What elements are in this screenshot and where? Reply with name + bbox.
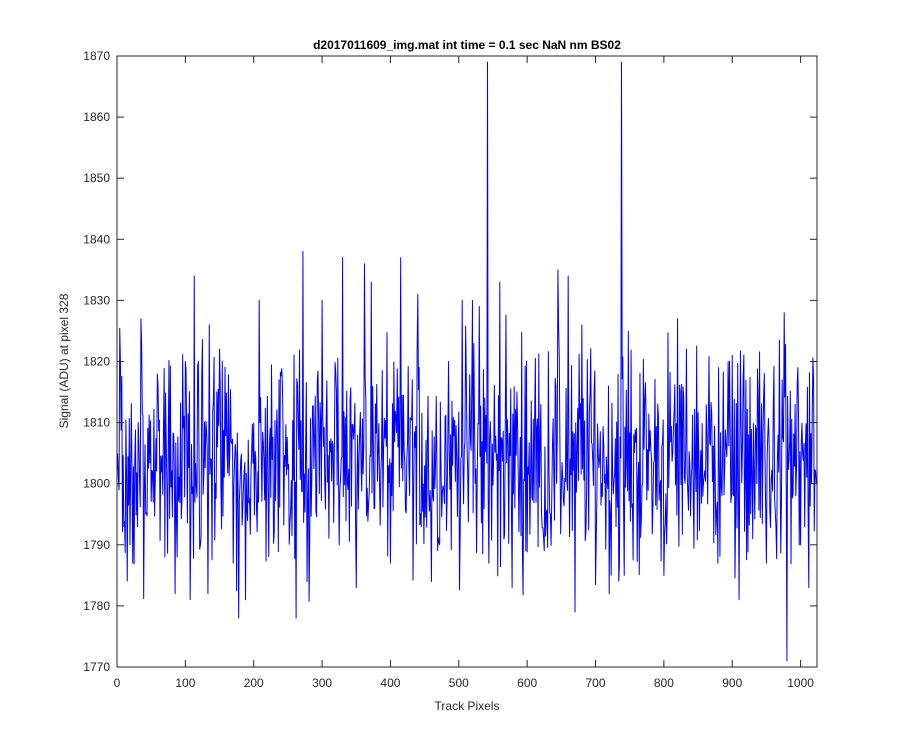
y-tick-label: 1790: [83, 538, 110, 552]
x-axis: 0 100 200 300 400 500 600 700 800 900 1000: [114, 56, 814, 690]
y-tick-label: 1770: [83, 660, 110, 674]
y-tick-label: 1810: [83, 416, 110, 430]
x-tick-label: 200: [244, 676, 264, 690]
x-axis-label: Track Pixels: [435, 699, 500, 713]
y-tick-label: 1850: [83, 171, 110, 185]
y-axis-label: Signal (ADU) at pixel 328: [57, 293, 71, 428]
x-tick-label: 1000: [787, 676, 814, 690]
series-line: [116, 61, 817, 662]
x-tick-label: 600: [517, 676, 537, 690]
x-tick-label: 400: [380, 676, 400, 690]
y-tick-label: 1840: [83, 232, 110, 246]
x-tick-label: 500: [449, 676, 469, 690]
plot-area-background: [117, 56, 817, 667]
y-axis: 1770 1780 1790 1800 1810 1820 1830 1840 1850 1860…: [83, 49, 817, 674]
y-tick-label: 1780: [83, 599, 110, 613]
x-tick-label: 800: [654, 676, 674, 690]
y-tick-label: 1870: [83, 49, 110, 63]
x-tick-label: 0: [114, 676, 121, 690]
x-tick-label: 300: [312, 676, 332, 690]
x-tick-label: 100: [175, 676, 195, 690]
y-tick-label: 1830: [83, 293, 110, 307]
y-tick-label: 1860: [83, 110, 110, 124]
y-tick-label: 1800: [83, 477, 110, 491]
y-tick-label: 1820: [83, 355, 110, 369]
x-tick-label: 900: [722, 676, 742, 690]
x-tick-label: 700: [586, 676, 606, 690]
plot-area-frame: [116, 55, 818, 668]
data-layer: [116, 61, 817, 662]
chart-title: d2017011609_img.mat int time = 0.1 sec N…: [313, 38, 621, 52]
